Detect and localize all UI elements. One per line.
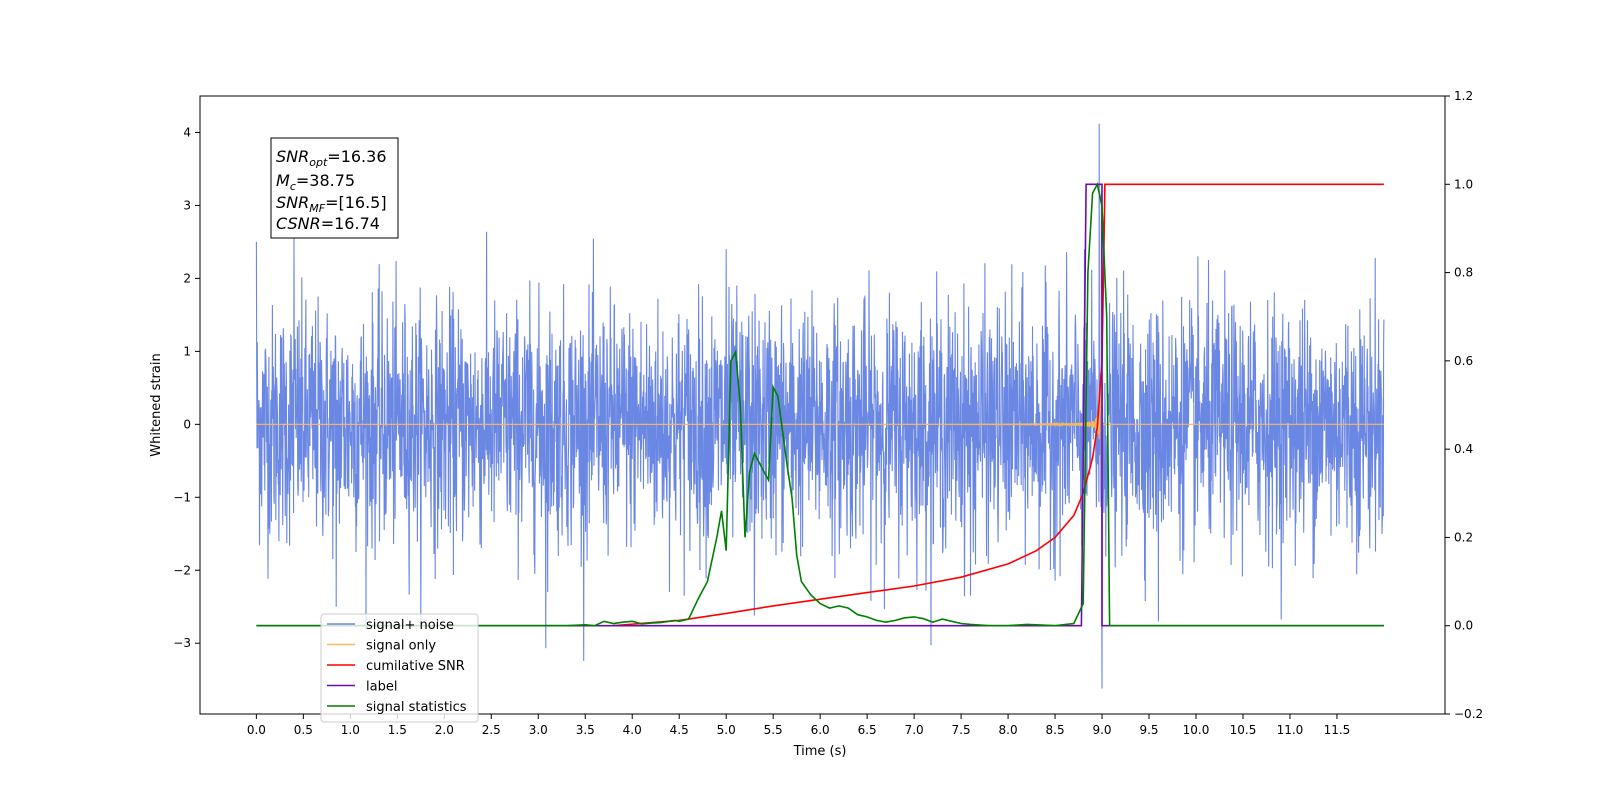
y-axis-label: Whitened strain [149, 353, 164, 456]
x-tick-label: 3.5 [576, 723, 595, 737]
annotation-snr-opt-base: SNR [276, 147, 309, 166]
annotation-snr-mf: SNRMF=[16.5] [276, 193, 387, 215]
annotation-csnr-base: CSNR [276, 214, 321, 233]
x-tick-label: 9.5 [1139, 723, 1158, 737]
annotation-mc-base: M [276, 171, 290, 190]
legend-frame [320, 613, 479, 723]
legend-items: signal+ noise signal only cumilative SNR la… [327, 618, 467, 715]
y-tick-label: 4 [183, 125, 191, 139]
y2-axis-ticks: 1.2 1.0 0.8 0.6 0.4 0.2 0.0 −0.2 [1445, 89, 1483, 721]
x-tick-label: 5.5 [764, 723, 783, 737]
x-tick-label: 0.0 [247, 723, 266, 737]
y2-tick-label: 0.2 [1454, 530, 1473, 544]
y-tick-label: 1 [183, 344, 191, 358]
y2-tick-label: 0.8 [1454, 266, 1473, 280]
x-tick-label: 7.0 [905, 723, 924, 737]
y-tick-label: 3 [183, 198, 191, 212]
annotation-snr-mf-sub: MF [309, 202, 325, 215]
annotation-mc-value: =38.75 [296, 171, 355, 190]
y-tick-label: −3 [173, 636, 191, 650]
legend-label: signal statistics [366, 700, 467, 715]
x-tick-label: 1.0 [341, 723, 360, 737]
x-axis-ticks: 0.0 0.5 1.0 1.5 2.0 2.5 3.0 3.5 4.0 4.5 5.0 5.5 6.0 6… [247, 714, 1350, 737]
x-tick-label: 11.5 [1324, 723, 1351, 737]
series-line-signal-only [256, 382, 1384, 496]
x-tick-label: 11.0 [1277, 723, 1304, 737]
annotation-snr-mf-value: =[16.5] [325, 193, 387, 212]
x-tick-label: 10.5 [1230, 723, 1257, 737]
x-tick-label: 6.5 [858, 723, 877, 737]
y-axis-ticks: 4 3 2 1 0 −1 −2 −3 [173, 125, 200, 650]
y2-tick-label: 1.0 [1454, 177, 1473, 191]
legend: signal+ noise signal only cumilative SNR la… [320, 613, 479, 723]
series-line-cumilative-snr [613, 183, 1384, 627]
x-tick-label: 2.0 [435, 723, 454, 737]
annotation-snr-opt-value: =16.36 [327, 147, 386, 166]
x-tick-label: 10.0 [1183, 723, 1210, 737]
annotation-box: SNRopt=16.36 Mc=38.75 SNRMF=[16.5] CSNR=… [270, 137, 399, 239]
annotation-mc: Mc=38.75 [276, 171, 355, 193]
y-tick-label: −1 [173, 490, 191, 504]
y-tick-label: −2 [173, 563, 191, 577]
y2-tick-label: 1.2 [1454, 89, 1473, 103]
y2-tick-label: −0.2 [1454, 707, 1483, 721]
x-tick-label: 2.5 [482, 723, 501, 737]
legend-label: cumilative SNR [366, 659, 465, 674]
annotation-snr-opt: SNRopt=16.36 [276, 147, 387, 169]
annotation-snr-mf-base: SNR [276, 193, 309, 212]
legend-label: label [366, 680, 397, 695]
legend-label: signal+ noise [366, 618, 454, 633]
legend-label: signal only [366, 639, 436, 654]
x-tick-label: 4.0 [623, 723, 642, 737]
annotation-mc-sub: c [290, 180, 296, 193]
x-tick-label: 4.5 [670, 723, 689, 737]
x-tick-label: 5.0 [717, 723, 736, 737]
annotation-snr-opt-sub: opt [309, 156, 328, 169]
y2-tick-label: 0.6 [1454, 354, 1473, 368]
x-tick-label: 1.5 [388, 723, 407, 737]
plot-frame [199, 95, 1446, 715]
series-layer [255, 123, 1385, 689]
x-tick-label: 9.0 [1092, 723, 1111, 737]
annotation-frame [270, 137, 399, 239]
series-line-signal-noise [255, 123, 1385, 689]
y2-tick-label: 0.4 [1454, 442, 1473, 456]
y-tick-label: 0 [183, 417, 191, 431]
annotation-csnr: CSNR=16.74 [276, 214, 380, 233]
x-axis-label: Time (s) [793, 744, 847, 759]
x-tick-label: 0.5 [294, 723, 313, 737]
x-tick-label: 8.5 [1046, 723, 1065, 737]
y-tick-label: 2 [183, 271, 191, 285]
y2-tick-label: 0.0 [1454, 619, 1473, 633]
x-tick-label: 7.5 [952, 723, 971, 737]
x-tick-label: 8.0 [999, 723, 1018, 737]
series-line-signal-statistics [256, 181, 1384, 627]
x-tick-label: 6.0 [811, 723, 830, 737]
x-tick-label: 3.0 [529, 723, 548, 737]
annotation-csnr-value: =16.74 [321, 214, 380, 233]
